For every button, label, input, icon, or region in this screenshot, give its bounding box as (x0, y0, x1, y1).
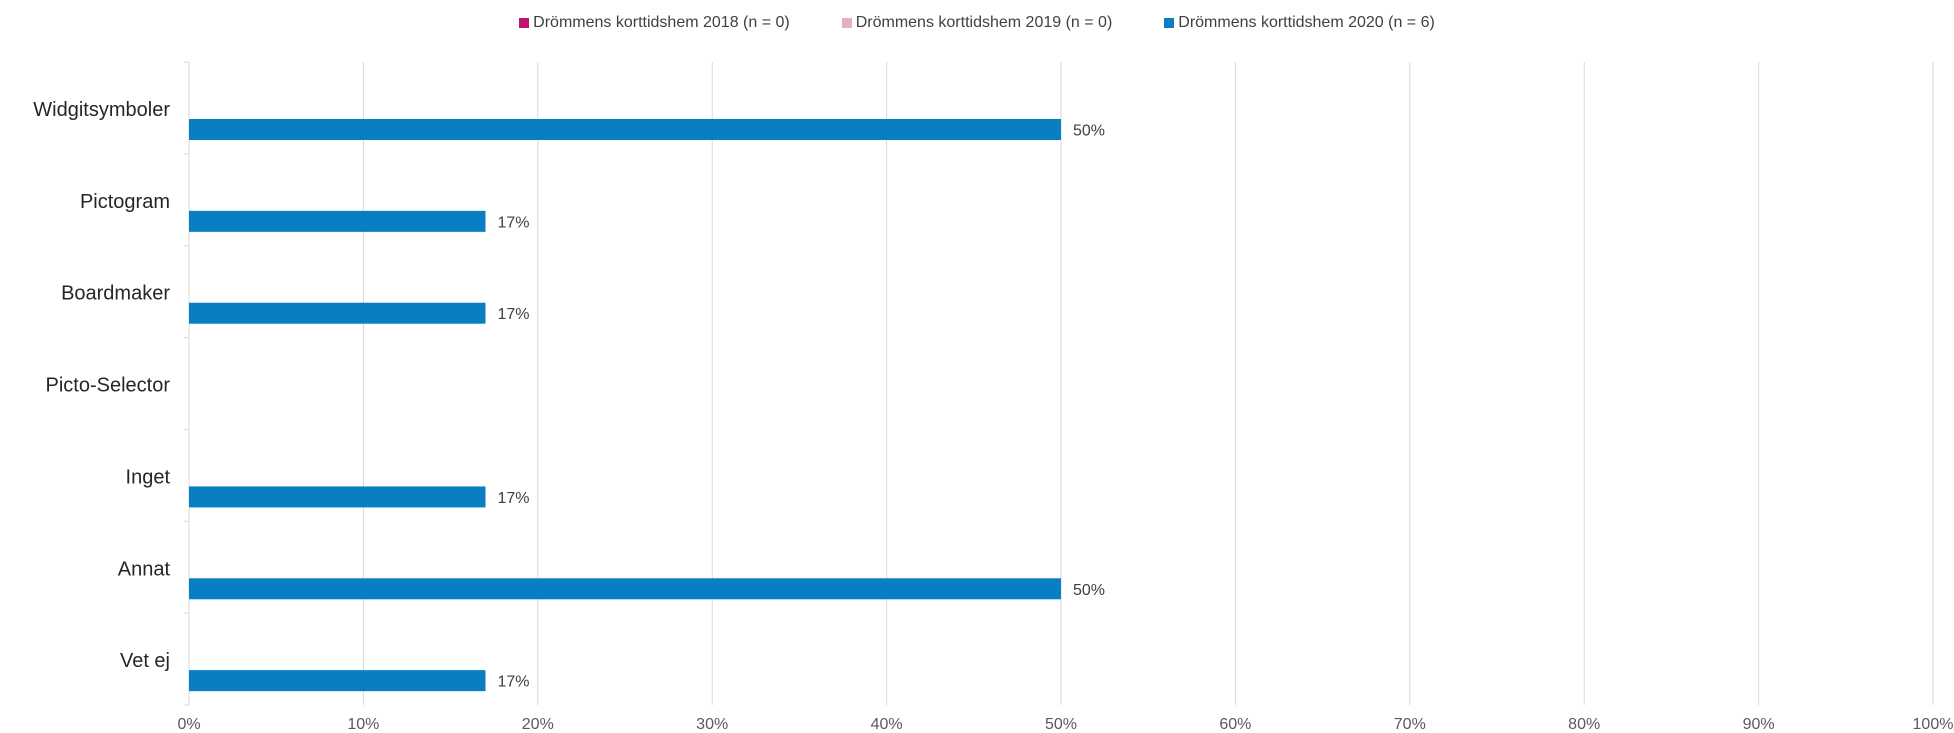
x-tick-label: 10% (347, 716, 379, 733)
x-tick-label: 60% (1219, 716, 1251, 733)
bar (189, 302, 486, 324)
legend-label-2020: Drömmens korttidshem 2020 (n = 6) (1178, 14, 1435, 31)
x-tick-label: 30% (696, 716, 728, 733)
data-label: 50% (1073, 582, 1105, 599)
legend-label-2018: Drömmens korttidshem 2018 (n = 0) (533, 14, 790, 31)
category-label: Pictogram (80, 191, 170, 213)
legend: Drömmens korttidshem 2018 (n = 0) Drömme… (0, 12, 1954, 34)
data-label: 17% (497, 674, 529, 691)
category-label: Inget (126, 466, 171, 488)
x-tick-label: 70% (1394, 716, 1426, 733)
legend-label-2019: Drömmens korttidshem 2019 (n = 0) (855, 14, 1113, 31)
bar (189, 486, 486, 508)
category-label: Picto-Selector (46, 375, 171, 397)
data-label: 17% (497, 306, 529, 323)
legend-item-2018: Drömmens korttidshem 2018 (n = 0) (519, 12, 790, 34)
legend-item-2019: Drömmens korttidshem 2019 (n = 0) (841, 12, 1113, 34)
x-tick-label: 50% (1045, 716, 1077, 733)
legend-swatch-2020 (1164, 18, 1175, 28)
legend-item-2020: Drömmens korttidshem 2020 (n = 6) (1164, 12, 1435, 34)
legend-swatch-2018 (519, 18, 530, 28)
data-label: 17% (497, 214, 529, 231)
data-label: 17% (497, 490, 529, 507)
x-tick-label: 90% (1743, 716, 1775, 733)
bar (189, 119, 1061, 140)
bar (189, 670, 486, 692)
bar (189, 578, 1061, 600)
x-tick-label: 40% (871, 716, 903, 733)
category-label: Boardmaker (61, 283, 170, 305)
bar (189, 210, 486, 232)
x-tick-label: 20% (522, 716, 554, 733)
category-label: Widgitsymboler (33, 99, 170, 121)
category-label: Vet ej (120, 650, 170, 672)
x-tick-label: 0% (177, 716, 200, 733)
x-tick-label: 80% (1568, 716, 1600, 733)
x-tick-label: 100% (1913, 716, 1954, 733)
legend-swatch-2019 (841, 18, 852, 28)
data-label: 50% (1073, 123, 1105, 140)
category-label: Annat (118, 558, 171, 580)
